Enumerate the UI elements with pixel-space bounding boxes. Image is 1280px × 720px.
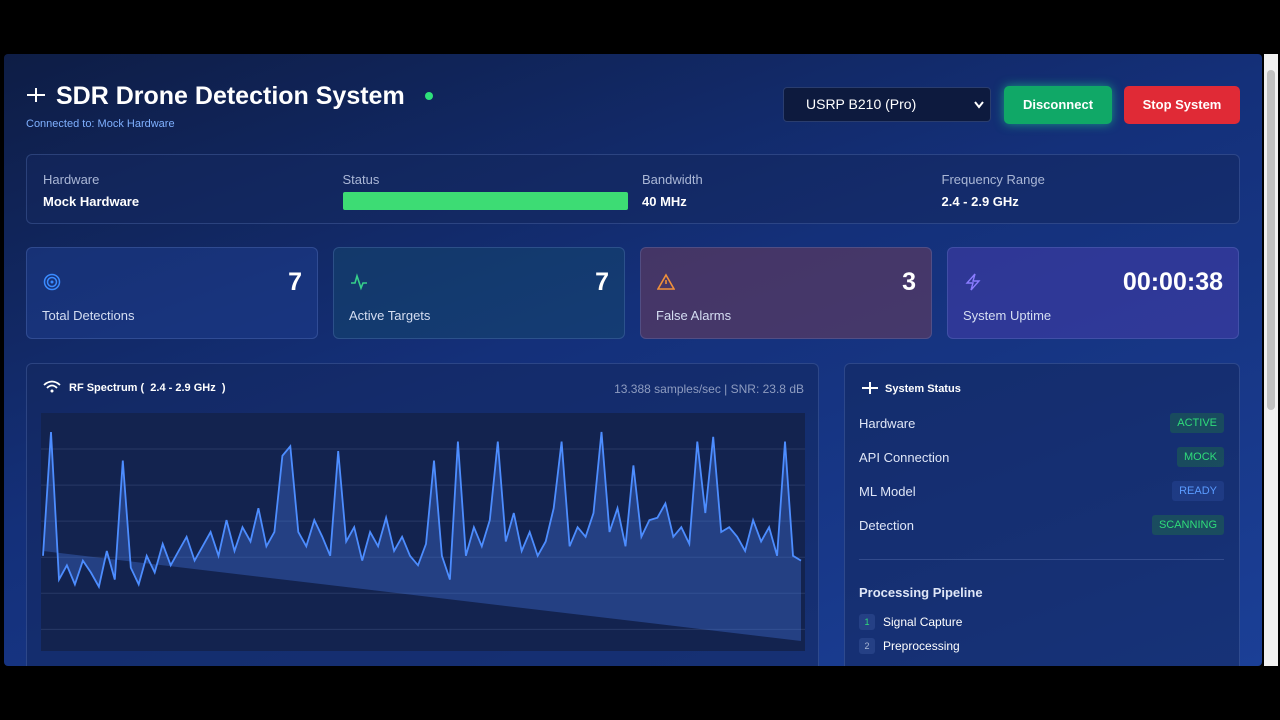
stat-card: 7 Active Targets xyxy=(333,247,625,339)
stat-value: 7 xyxy=(595,268,609,296)
stat-icon xyxy=(43,273,61,291)
info-value: 40 MHz xyxy=(642,194,687,209)
spectrum-line xyxy=(42,431,802,590)
status-label: API Connection xyxy=(859,450,950,465)
app-title: SDR Drone Detection System xyxy=(56,82,405,110)
status-badge: ACTIVE xyxy=(1170,413,1224,433)
stat-label: System Uptime xyxy=(963,308,1052,323)
disconnect-button[interactable]: Disconnect xyxy=(1004,86,1112,124)
divider xyxy=(859,559,1224,560)
logo-icon xyxy=(27,88,45,102)
device-select[interactable]: USRP B210 (Pro) xyxy=(783,87,991,122)
system-status-panel: System Status Processing Pipeline Hardwa… xyxy=(844,363,1240,666)
scroll-thumb[interactable] xyxy=(1267,70,1275,410)
status-label: ML Model xyxy=(859,484,916,499)
stat-card: 3 False Alarms xyxy=(640,247,932,339)
device-value: USRP B210 (Pro) xyxy=(806,96,917,112)
connection-text: Connected to: Mock Hardware xyxy=(26,118,175,130)
pipeline-title: Processing Pipeline xyxy=(859,585,983,600)
info-panel: Hardware Mock Hardware Status Bandwidth 40 M… xyxy=(26,154,1240,224)
stat-icon xyxy=(965,273,981,291)
info-label: Hardware xyxy=(43,172,100,187)
stat-label: False Alarms xyxy=(656,308,732,323)
status-badge: READY xyxy=(1172,481,1224,501)
status-badge: SCANNING xyxy=(1151,515,1224,535)
info-value: Mock Hardware xyxy=(43,194,140,209)
spectrum-title: RF Spectrum ( 2.4 - 2.9 GHz ) xyxy=(69,382,226,394)
wifi-icon xyxy=(43,380,61,393)
stop-button[interactable]: Stop System xyxy=(1124,86,1240,124)
status-bar xyxy=(342,192,628,210)
status-label: Detection xyxy=(859,518,914,533)
info-label: Bandwidth xyxy=(642,172,703,187)
app: SDR Drone Detection System Connected to:… xyxy=(4,54,1262,666)
status-badge: MOCK xyxy=(1177,447,1224,467)
spectrum-fill xyxy=(43,432,801,641)
system-status-title: System Status xyxy=(885,383,961,395)
spectrum-rate: 13.388 samples/sec | SNR: 23.8 dB xyxy=(614,382,804,396)
status-icon xyxy=(862,382,878,394)
spectrum-panel: RF Spectrum ( 2.4 - 2.9 GHz ) 13.388 sam… xyxy=(26,363,819,666)
info-label: Frequency Range xyxy=(941,172,1045,187)
step-number: 2 xyxy=(859,638,875,654)
spectrum-plot xyxy=(41,413,805,651)
step-label: Signal Capture xyxy=(883,615,963,629)
stat-icon xyxy=(657,273,675,290)
status-label: Hardware xyxy=(859,416,916,431)
scrollbar[interactable] xyxy=(1264,54,1278,666)
step-label: Preprocessing xyxy=(883,639,960,653)
stat-value: 3 xyxy=(902,268,916,296)
stat-label: Total Detections xyxy=(42,308,135,323)
info-label: Status xyxy=(342,172,380,187)
info-value: 2.4 - 2.9 GHz xyxy=(941,194,1019,209)
status-dot xyxy=(425,92,433,100)
step-number: 1 xyxy=(859,614,875,630)
stat-card: 7 Total Detections xyxy=(26,247,318,339)
stat-card: 00:00:38 System Uptime xyxy=(947,247,1239,339)
stat-value: 7 xyxy=(288,268,302,296)
chevron xyxy=(974,101,984,109)
stat-icon xyxy=(351,273,367,291)
stat-value: 00:00:38 xyxy=(1122,268,1223,296)
stat-label: Active Targets xyxy=(349,308,431,323)
